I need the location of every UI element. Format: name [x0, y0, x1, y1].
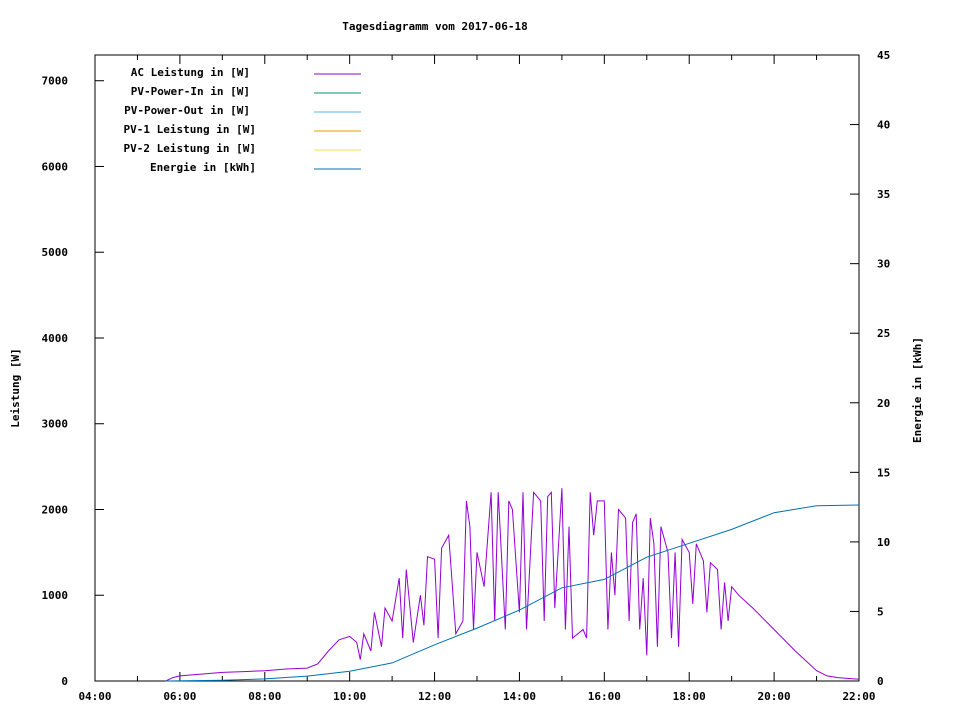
x-tick-label: 14:00	[503, 690, 536, 703]
x-tick-label: 18:00	[673, 690, 706, 703]
y2-tick-label: 35	[877, 188, 890, 201]
x-tick-label: 22:00	[842, 690, 875, 703]
y-tick-label: 2000	[42, 503, 69, 516]
y-tick-label: 4000	[42, 332, 69, 345]
chart-title: Tagesdiagramm vom 2017-06-18	[342, 20, 527, 33]
y-tick-label: 5000	[42, 246, 69, 259]
y2-tick-label: 5	[877, 605, 884, 618]
x-tick-label: 06:00	[163, 690, 196, 703]
y2-tick-label: 20	[877, 397, 890, 410]
x-tick-label: 10:00	[333, 690, 366, 703]
series-line-5	[165, 504, 860, 682]
legend-label: PV-2 Leistung in [W]	[124, 142, 256, 155]
legend-label: AC Leistung in [W]	[131, 66, 250, 79]
y-axis-label: Leistung [W]	[9, 348, 22, 427]
y2-tick-label: 10	[877, 536, 890, 549]
legend-label: PV-Power-Out in [W]	[124, 104, 250, 117]
y-tick-label: 0	[61, 675, 68, 688]
legend-label: PV-Power-In in [W]	[131, 85, 250, 98]
x-tick-label: 20:00	[758, 690, 791, 703]
y-tick-label: 6000	[42, 160, 69, 173]
y2-tick-label: 0	[877, 675, 884, 688]
x-tick-label: 12:00	[418, 690, 451, 703]
y-tick-label: 1000	[42, 589, 69, 602]
y2-tick-label: 30	[877, 258, 890, 271]
y-tick-label: 7000	[42, 75, 69, 88]
y2-tick-label: 40	[877, 119, 890, 132]
legend-label: Energie in [kWh]	[150, 161, 256, 174]
x-tick-label: 16:00	[588, 690, 621, 703]
x-tick-label: 04:00	[78, 690, 111, 703]
y2-tick-label: 45	[877, 49, 890, 62]
y-tick-label: 3000	[42, 418, 69, 431]
series-line-0	[165, 488, 860, 682]
y2-tick-label: 15	[877, 466, 890, 479]
x-tick-label: 08:00	[248, 690, 281, 703]
y2-tick-label: 25	[877, 327, 890, 340]
y2-axis-label: Energie in [kWh]	[911, 337, 924, 443]
legend-label: PV-1 Leistung in [W]	[124, 123, 256, 136]
